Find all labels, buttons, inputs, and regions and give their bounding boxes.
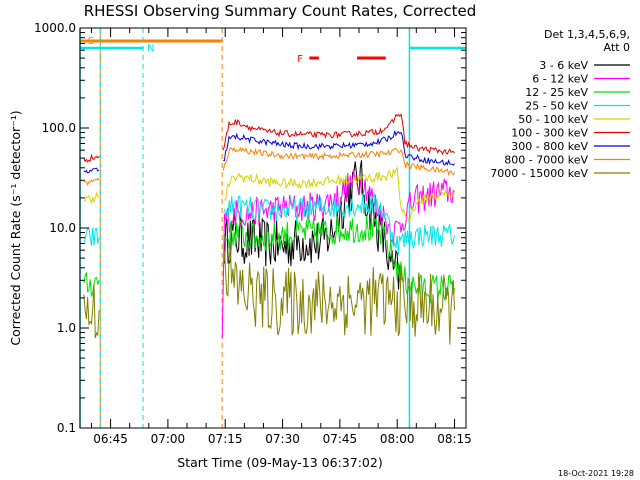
series-line-300-800-kev	[83, 167, 100, 174]
y-axis-label: Corrected Count Rate (s⁻¹ detector⁻¹)	[8, 110, 23, 345]
legend-label-100-300-kev: 100 - 300 keV	[511, 127, 588, 140]
x-axis-label: Start Time (09-May-13 06:37:02)	[177, 455, 382, 470]
y-tick-label: 0.1	[57, 421, 76, 435]
legend-header-line2: Att 0	[604, 41, 630, 54]
legend-label-800-7000-kev: 800 - 7000 keV	[504, 154, 588, 167]
series-line-50-100-kev	[83, 191, 100, 205]
legend-label-3-6-kev: 3 - 6 keV	[539, 59, 588, 72]
x-tick-label: 08:00	[380, 432, 415, 446]
x-tick-label: 07:45	[323, 432, 358, 446]
legend-label-12-25-kev: 12 - 25 keV	[525, 86, 588, 99]
plot-frame	[79, 27, 467, 429]
series-line-100-300-kev	[83, 153, 100, 163]
legend-label-6-12-kev: 6 - 12 keV	[532, 73, 588, 86]
legend-label-300-800-kev: 300 - 800 keV	[511, 140, 588, 153]
night-label: N	[147, 43, 154, 54]
series-line-800-7000-kev	[222, 146, 455, 177]
y-tick-label: 10.0	[49, 221, 76, 235]
legend-label-7000-15000-kev: 7000 - 15000 keV	[490, 167, 588, 180]
series-line-7000-15000-kev	[224, 245, 455, 345]
series-line-50-100-kev	[224, 165, 455, 223]
x-tick-label: 08:15	[437, 432, 472, 446]
series-line-6-12-kev	[221, 168, 455, 339]
y-tick-label: 1.0	[57, 321, 76, 335]
x-tick-label: 07:15	[208, 432, 243, 446]
y-tick-label: 100.0	[42, 121, 76, 135]
x-tick-label: 07:00	[151, 432, 186, 446]
generation-timestamp: 18-Oct-2021 19:28	[558, 469, 634, 478]
series-line-25-50-kev	[83, 226, 100, 246]
saa-label: S	[88, 36, 94, 47]
y-tick-label: 1000.0	[34, 21, 76, 35]
series-lines	[83, 113, 455, 345]
chart-title: RHESSI Observing Summary Count Rates, Co…	[84, 2, 477, 20]
series-line-7000-15000-kev	[83, 284, 100, 339]
legend-label-25-50-kev: 25 - 50 keV	[525, 100, 588, 113]
series-line-800-7000-kev	[83, 177, 100, 187]
legend-header-line1: Det 1,3,4,5,6,9,	[544, 28, 630, 41]
x-tick-label: 07:30	[265, 432, 300, 446]
series-line-25-50-kev	[224, 193, 455, 255]
flare-label: F	[297, 54, 303, 65]
series-line-100-300-kev	[222, 113, 455, 156]
legend-label-50-100-kev: 50 - 100 keV	[518, 113, 588, 126]
series-line-12-25-kev	[224, 215, 455, 304]
axes: 0.1 1.0 10.0 100.0 1000.0 06:45 07:00 07:15 07:3…	[34, 21, 472, 446]
series-line-300-800-kev	[223, 130, 455, 166]
x-tick-label: 06:45	[93, 432, 128, 446]
flag-bars: S N F	[79, 28, 467, 428]
series-line-12-25-kev	[83, 272, 100, 297]
